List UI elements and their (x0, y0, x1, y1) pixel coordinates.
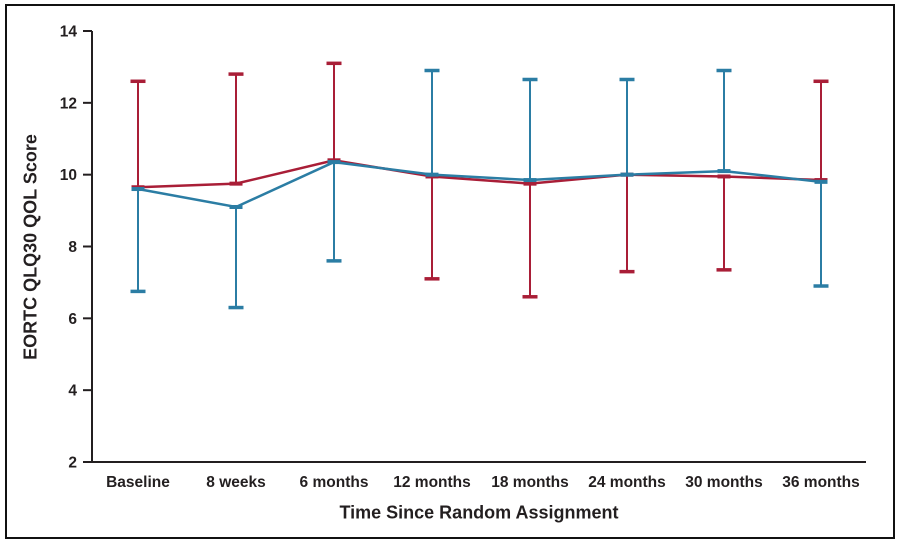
x-tick-label: 6 months (300, 474, 369, 491)
x-tick-label: 24 months (588, 474, 666, 491)
x-tick-label: 36 months (782, 474, 860, 491)
blue-series-point-marker (425, 172, 439, 177)
blue-series-point-marker (131, 187, 145, 192)
x-tick-label: Baseline (106, 474, 170, 491)
blue-series-point-marker (620, 172, 634, 177)
y-tick-label: 14 (60, 24, 78, 41)
red-series-point-marker (229, 181, 243, 186)
y-tick-label: 8 (68, 239, 77, 256)
x-tick-label: 18 months (491, 474, 569, 491)
red-series-point-marker (717, 174, 731, 179)
red-series-point-marker (523, 181, 537, 186)
y-tick-label: 10 (60, 167, 77, 184)
y-tick-label: 2 (68, 455, 77, 472)
x-tick-label: 8 weeks (206, 474, 265, 491)
y-tick-label: 4 (68, 383, 77, 400)
blue-series-point-marker (814, 179, 828, 184)
y-tick-label: 12 (60, 95, 77, 112)
red-series-line (137, 159, 822, 189)
x-tick-label: 30 months (685, 474, 763, 491)
blue-series-point-marker (717, 169, 731, 174)
blue-series-point-marker (229, 204, 243, 209)
x-tick-label: 12 months (393, 474, 471, 491)
y-axis-label: EORTC QLQ30 QOL Score (20, 134, 41, 360)
x-axis-title: Time Since Random Assignment (339, 502, 619, 523)
blue-series-point-marker (523, 178, 537, 183)
blue-series-point-marker (327, 160, 341, 165)
y-tick-label: 6 (68, 311, 77, 328)
blue-series-line (137, 160, 822, 209)
